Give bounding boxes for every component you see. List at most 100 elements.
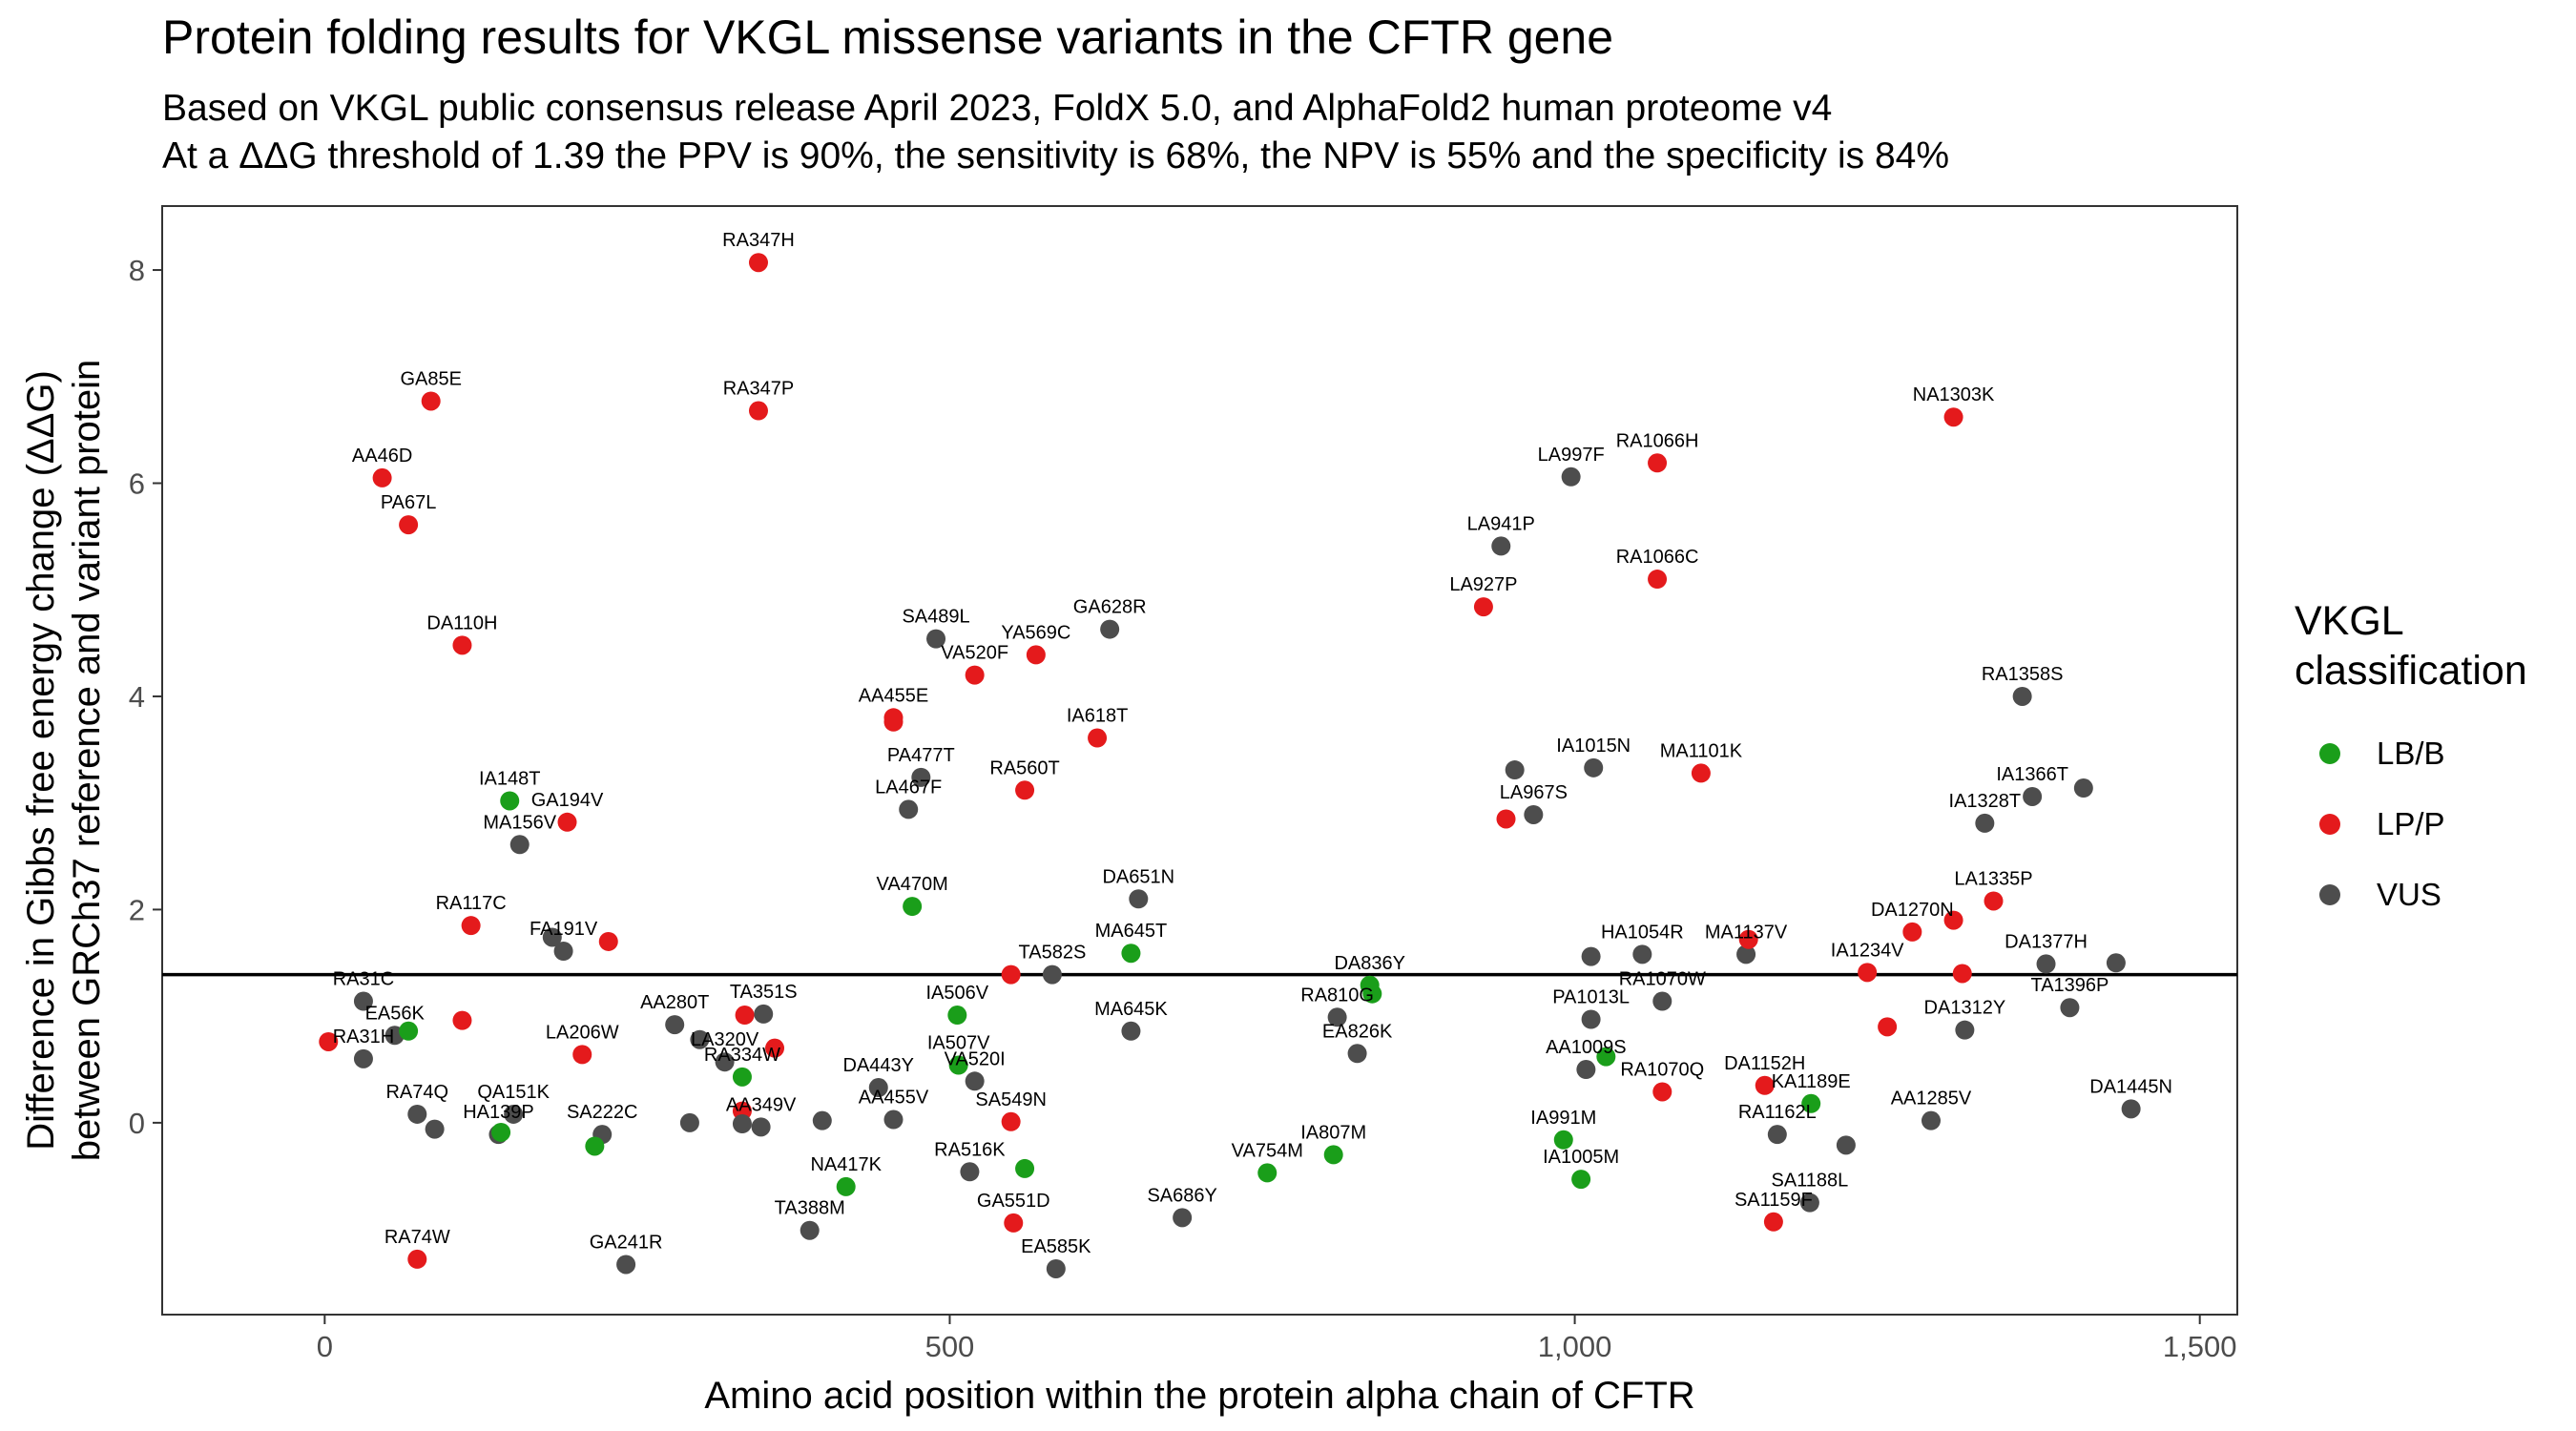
point-label: PA477T [887, 745, 955, 766]
legend-title-line1: VKGL [2295, 598, 2404, 644]
data-point [598, 931, 618, 951]
point-label: IA507V [927, 1033, 990, 1054]
y-tick-label: 0 [129, 1107, 145, 1140]
legend-item-lbb: LB/B [2295, 718, 2527, 789]
data-point [452, 635, 472, 655]
legend-title: VKGL classification [2295, 596, 2527, 695]
data-point [2023, 786, 2043, 806]
point-label: RA334W [704, 1045, 780, 1066]
data-point [504, 1104, 524, 1124]
data-point [2073, 778, 2093, 798]
point-label: NA1303K [1913, 384, 1995, 405]
point-label: IA1366T [1996, 764, 2068, 785]
data-point [616, 1255, 636, 1275]
point-label: MA645K [1094, 999, 1168, 1020]
data-point [1505, 760, 1525, 780]
point-label: EA56K [365, 1003, 426, 1024]
data-point [1767, 1125, 1787, 1145]
chart-subtitle-line1: Based on VKGL public consensus release A… [162, 88, 1833, 129]
point-label: MA1137V [1705, 922, 1788, 943]
point-label: RA347H [722, 230, 795, 251]
point-label: DA1377H [2005, 931, 2088, 952]
point-label: LA1335P [1954, 868, 2032, 889]
data-point [1042, 964, 1062, 985]
data-point [1581, 946, 1601, 966]
point-label: SA549N [975, 1089, 1047, 1110]
data-point [1755, 1075, 1775, 1095]
point-label: SA1159F [1735, 1190, 1813, 1211]
chart-subtitle-line2: At a ΔΔG threshold of 1.39 the PPV is 90… [162, 135, 1950, 176]
point-label: MA156V [483, 812, 556, 833]
axis-ticks: 0 500 1,000 1,500 0 2 4 6 8 [129, 254, 2237, 1363]
data-point [1100, 619, 1120, 639]
data-point [1975, 813, 1995, 833]
legend-item-lpp: LP/P [2295, 789, 2527, 860]
data-point [1327, 1007, 1347, 1027]
data-point [1652, 1082, 1672, 1102]
point-label: MA645T [1095, 921, 1168, 942]
data-point [509, 835, 530, 855]
point-label: DA651N [1102, 866, 1174, 887]
point-label: AA1009S [1546, 1037, 1627, 1058]
point-label: TA351S [730, 982, 798, 1003]
data-point [748, 401, 768, 421]
data-point [553, 941, 573, 961]
data-point [1015, 780, 1035, 800]
data-point [965, 1071, 985, 1091]
data-point [1799, 1192, 1819, 1213]
data-point [407, 1104, 427, 1124]
point-label: DA1445N [2089, 1076, 2172, 1097]
x-tick-label: 0 [317, 1330, 333, 1363]
data-point [2060, 998, 2080, 1018]
point-label: RA74W [384, 1227, 450, 1248]
point-label: GA85E [400, 368, 461, 389]
data-point [585, 1136, 605, 1156]
data-point [1026, 645, 1046, 665]
point-label: TA582S [1019, 943, 1087, 964]
data-point [748, 253, 768, 273]
point-label: DA836Y [1334, 953, 1405, 974]
chart-title: Protein folding results for VKGL missens… [162, 10, 1614, 64]
x-tick-label: 500 [925, 1330, 975, 1363]
data-point [883, 1110, 904, 1130]
point-label: VA754M [1232, 1140, 1303, 1161]
data-point [899, 799, 919, 819]
data-point [1836, 1135, 1856, 1155]
data-point [883, 712, 904, 732]
data-point [1323, 1145, 1343, 1165]
data-point [690, 1029, 710, 1049]
data-point [1596, 1047, 1616, 1067]
data-point [1576, 1060, 1596, 1080]
y-tick-label: 6 [129, 467, 145, 501]
point-label: FA191V [530, 919, 598, 940]
point-label: DA110H [426, 612, 497, 633]
data-point [1347, 1044, 1367, 1064]
data-point [500, 791, 520, 811]
y-tick-label: 2 [129, 893, 145, 926]
data-point [542, 927, 562, 947]
data-point [1496, 809, 1516, 829]
point-label: IA1005M [1543, 1147, 1619, 1168]
point-label: RA347P [723, 379, 795, 400]
legend-label-lpp: LP/P [2377, 806, 2445, 841]
data-point [1581, 1009, 1601, 1029]
data-point [665, 1015, 685, 1035]
data-point [1553, 1130, 1573, 1150]
point-label: GA241R [590, 1232, 663, 1253]
data-point [2106, 953, 2126, 973]
data-point [399, 1021, 419, 1041]
point-label: DA1312Y [1924, 998, 2006, 1019]
data-point [1648, 453, 1668, 473]
data-point [2121, 1099, 2141, 1119]
data-point [732, 1067, 752, 1087]
point-label: AA46D [352, 446, 412, 467]
data-point [1955, 1020, 1975, 1040]
legend-label-vus: VUS [2377, 877, 2441, 912]
data-point [319, 1031, 339, 1051]
x-tick-label: 1,500 [2163, 1330, 2237, 1363]
data-point [948, 1055, 968, 1075]
data-point [2036, 954, 2056, 974]
point-label: VA520I [945, 1048, 1006, 1069]
point-label: NA417K [810, 1154, 882, 1175]
point-label: PA67L [381, 492, 437, 513]
